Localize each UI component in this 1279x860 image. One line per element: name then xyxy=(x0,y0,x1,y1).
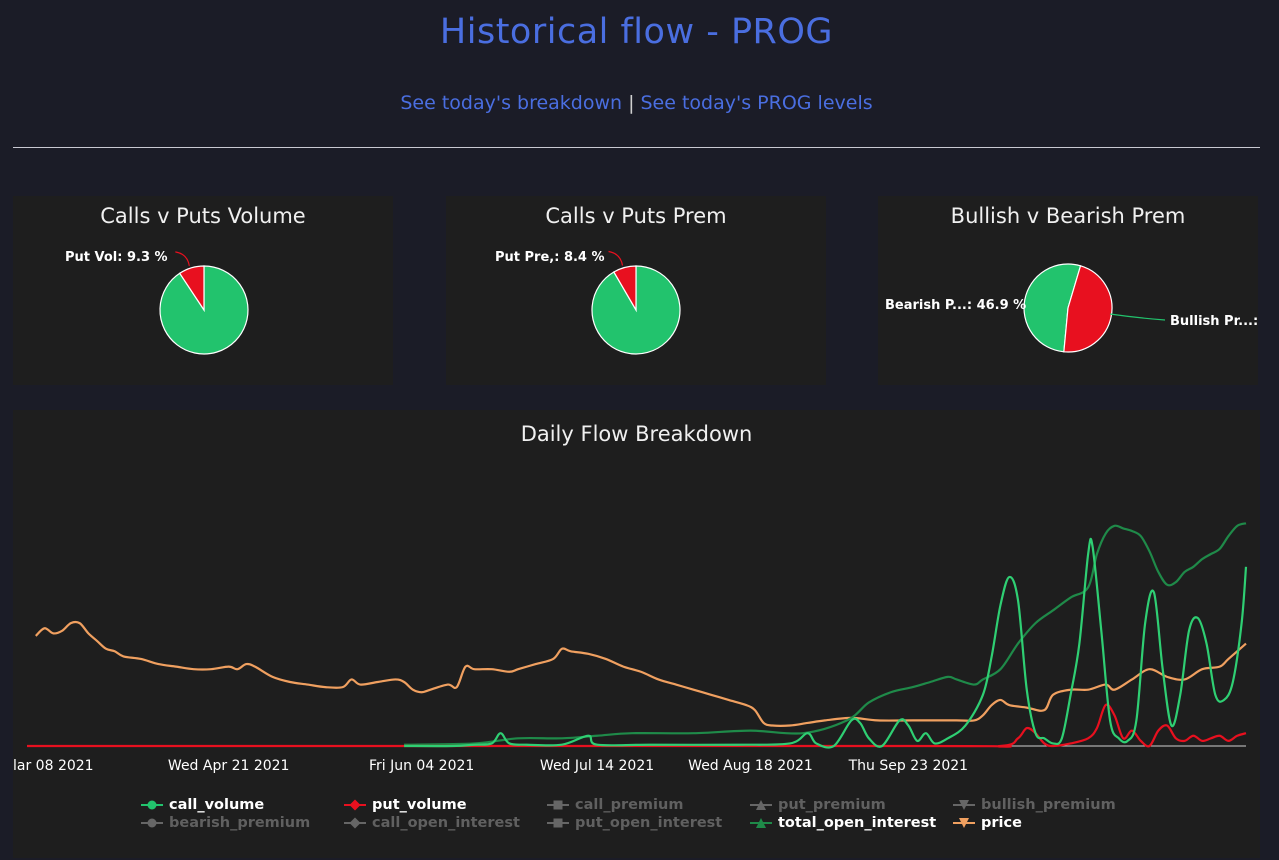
legend-label: call_premium xyxy=(575,797,684,813)
bullish-bearish-prem-pie: Bearish P...: 46.9 % Bullish Pr...: xyxy=(885,263,1258,353)
daily-flow-chart: lar 08 2021 Wed Apr 21 2021 Fri Jun 04 202… xyxy=(13,522,1248,774)
calls-puts-prem-pie: Put Pre,: 8.4 % xyxy=(495,250,681,355)
triangle-marker-icon xyxy=(750,800,772,810)
series-line-price[interactable] xyxy=(34,620,1247,727)
circle-marker-icon xyxy=(141,800,163,810)
divider xyxy=(13,147,1260,148)
legend-item-put-open-interest[interactable]: put_open_interest xyxy=(547,814,750,832)
x-tick-label: lar 08 2021 xyxy=(13,758,94,774)
pie-title: Calls v Puts Volume xyxy=(100,204,306,228)
legend-item-call-volume[interactable]: call_volume xyxy=(141,796,344,814)
legend-item-put-volume[interactable]: put_volume xyxy=(344,796,547,814)
calls-puts-volume-card: Calls v Puts Volume Put Vol: 9.3 % xyxy=(13,196,393,385)
series-line-call_volume[interactable] xyxy=(404,537,1248,749)
pie-slice[interactable] xyxy=(1023,263,1082,353)
x-tick-label: Wed Jul 14 2021 xyxy=(540,758,654,774)
chart-title: Daily Flow Breakdown xyxy=(520,422,753,446)
bullish-bearish-prem-card: Bullish v Bearish Prem Bearish P...: 46.… xyxy=(878,196,1258,385)
pie-title: Bullish v Bearish Prem xyxy=(950,204,1186,228)
daily-flow-card: Daily Flow Breakdown lar 08 2021 Wed Apr … xyxy=(13,410,1260,858)
x-tick-label: Fri Jun 04 2021 xyxy=(369,758,474,774)
square-marker-icon xyxy=(547,818,569,828)
pie-label-connector xyxy=(175,251,190,266)
diamond-marker-icon xyxy=(344,817,366,829)
legend-label: price xyxy=(981,815,1022,831)
pie-data-label: Bullish Pr...: xyxy=(1170,314,1258,329)
pie-slice[interactable] xyxy=(178,265,205,312)
legend-label: put_open_interest xyxy=(575,815,723,831)
x-tick-label: Wed Apr 21 2021 xyxy=(168,758,290,774)
square-marker-icon xyxy=(547,800,569,810)
chart-legend: call_volume put_volume call_premium put_pre… xyxy=(141,796,1141,832)
legend-label: put_volume xyxy=(372,797,467,813)
x-tick-label: Wed Aug 18 2021 xyxy=(688,758,813,774)
triangle-down-marker-icon xyxy=(953,800,975,810)
page-title: Historical flow - PROG xyxy=(439,12,834,52)
legend-label: call_volume xyxy=(169,797,265,813)
pie-label-connector xyxy=(1109,313,1166,321)
legend-label: total_open_interest xyxy=(778,815,937,831)
legend-item-bearish-premium[interactable]: bearish_premium xyxy=(141,814,344,832)
legend-item-bullish-premium[interactable]: bullish_premium xyxy=(953,796,1143,814)
legend-item-call-premium[interactable]: call_premium xyxy=(547,796,750,814)
triangle-down-marker-icon xyxy=(953,818,975,828)
legend-label: bullish_premium xyxy=(981,797,1116,813)
x-tick-label: Thu Sep 23 2021 xyxy=(848,758,968,774)
legend-label: put_premium xyxy=(778,797,886,813)
pie-data-label: Bearish P...: 46.9 % xyxy=(885,298,1026,313)
legend-item-price[interactable]: price xyxy=(953,814,1143,832)
legend-item-put-premium[interactable]: put_premium xyxy=(750,796,953,814)
triangle-marker-icon xyxy=(750,818,772,828)
legend-item-total-open-interest[interactable]: total_open_interest xyxy=(750,814,953,832)
pie-title: Calls v Puts Prem xyxy=(545,204,727,228)
series-line-total_open_interest[interactable] xyxy=(404,522,1247,746)
series-line-put_volume[interactable] xyxy=(27,703,1247,748)
legend-item-call-open-interest[interactable]: call_open_interest xyxy=(344,814,547,832)
todays-levels-link[interactable]: See today's PROG levels xyxy=(640,92,873,114)
pie-slice[interactable] xyxy=(1063,265,1113,353)
link-separator: | xyxy=(628,92,635,114)
pie-data-label: Put Pre,: 8.4 % xyxy=(495,250,605,265)
pie-slice[interactable] xyxy=(613,265,637,313)
todays-breakdown-link[interactable]: See today's breakdown xyxy=(400,92,623,114)
legend-label: bearish_premium xyxy=(169,815,311,831)
diamond-marker-icon xyxy=(344,799,366,811)
legend-label: call_open_interest xyxy=(372,815,520,831)
header-links: See today's breakdown | See today's PROG l… xyxy=(0,92,1273,114)
pie-label-connector xyxy=(608,250,624,266)
circle-marker-icon xyxy=(141,818,163,828)
pie-data-label: Put Vol: 9.3 % xyxy=(65,250,168,265)
calls-puts-prem-card: Calls v Puts Prem Put Pre,: 8.4 % xyxy=(446,196,826,385)
calls-puts-volume-pie: Put Vol: 9.3 % xyxy=(65,250,249,355)
